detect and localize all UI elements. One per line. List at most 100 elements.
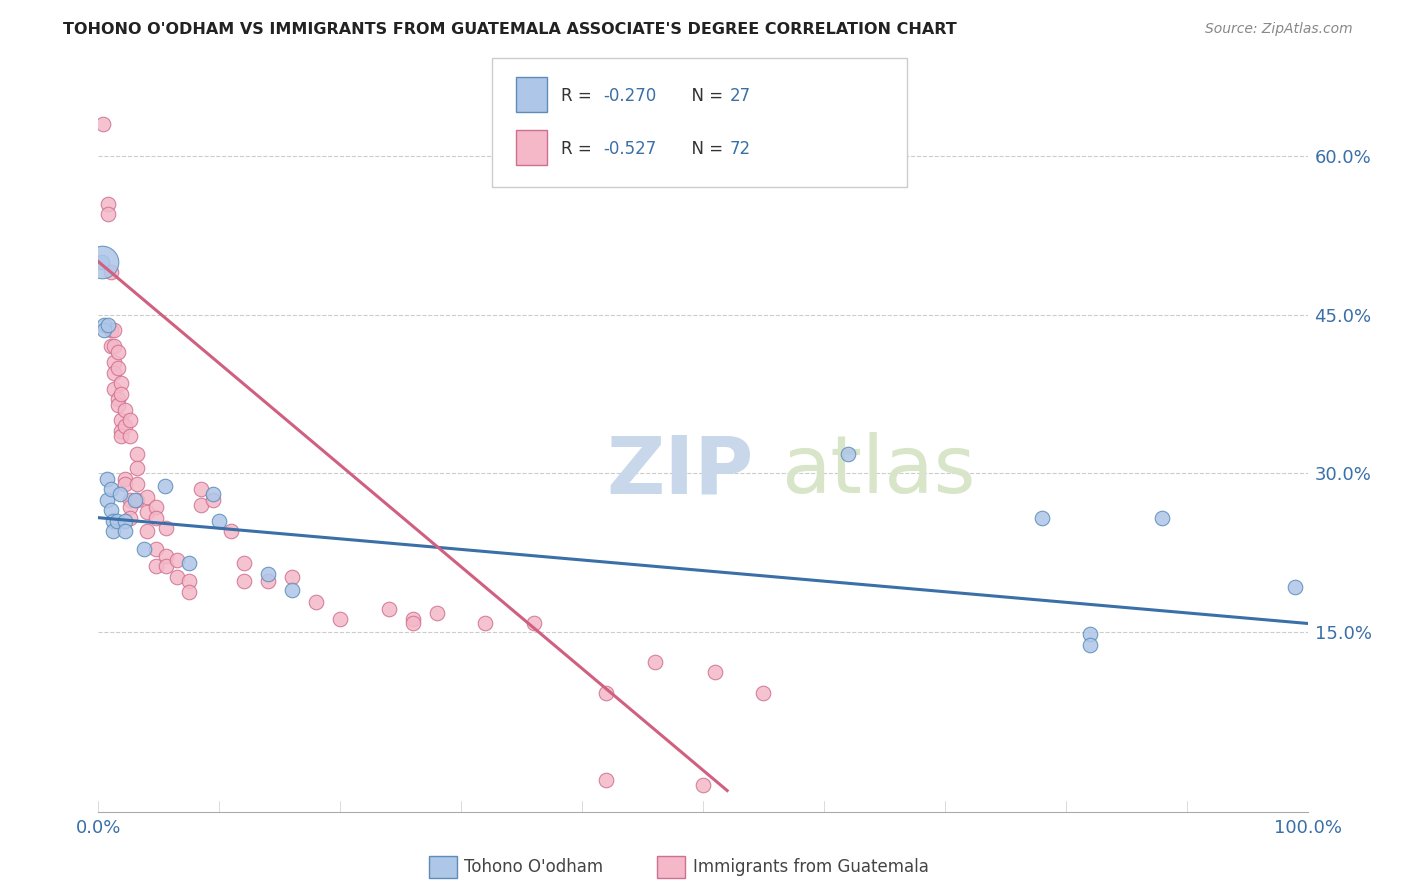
Point: [107, 344, 129, 359]
Point: [232, 574, 254, 589]
Point: [107, 360, 129, 375]
Point: [281, 582, 304, 597]
Point: [837, 447, 859, 461]
Text: 27: 27: [730, 87, 751, 105]
Point: [190, 498, 212, 512]
Point: [692, 778, 714, 792]
Point: [134, 542, 156, 557]
Point: [135, 505, 157, 519]
Point: [127, 492, 149, 507]
Text: 72: 72: [730, 140, 751, 158]
Point: [155, 559, 177, 574]
Point: [153, 479, 176, 493]
Text: -0.527: -0.527: [603, 140, 657, 158]
Point: [103, 355, 125, 369]
Point: [118, 500, 141, 515]
Point: [100, 265, 122, 279]
Point: [107, 392, 129, 407]
Point: [166, 553, 188, 567]
Text: Tohono O'odham: Tohono O'odham: [464, 858, 603, 876]
Point: [114, 472, 136, 486]
Point: [256, 574, 278, 589]
Text: N =: N =: [681, 140, 728, 158]
Point: [93, 318, 115, 333]
Point: [101, 524, 124, 539]
Point: [179, 584, 201, 599]
Point: [145, 500, 167, 515]
Point: [114, 514, 136, 528]
Point: [114, 524, 136, 539]
Point: [221, 524, 243, 539]
Point: [127, 447, 149, 461]
Point: [100, 482, 122, 496]
Point: [97, 196, 120, 211]
Point: [595, 772, 617, 787]
Point: [91, 254, 114, 268]
Point: [155, 521, 177, 535]
Point: [110, 387, 132, 401]
Point: [114, 402, 136, 417]
Point: [101, 514, 124, 528]
Point: [124, 492, 146, 507]
Text: Source: ZipAtlas.com: Source: ZipAtlas.com: [1205, 22, 1353, 37]
Point: [97, 318, 120, 333]
Point: [110, 413, 132, 427]
Point: [1078, 627, 1101, 641]
Point: [100, 339, 122, 353]
Point: [127, 476, 149, 491]
Point: [145, 510, 167, 524]
Point: [103, 324, 125, 338]
Point: [402, 616, 425, 631]
Point: [91, 117, 114, 131]
Point: [93, 324, 115, 338]
Point: [281, 570, 304, 584]
Point: [103, 366, 125, 380]
Point: [704, 665, 727, 679]
Point: [145, 542, 167, 557]
Point: [523, 616, 546, 631]
Point: [105, 514, 128, 528]
Point: [118, 413, 141, 427]
Point: [595, 686, 617, 700]
Text: -0.270: -0.270: [603, 87, 657, 105]
Point: [110, 429, 132, 443]
Point: [135, 490, 157, 504]
Point: [474, 616, 496, 631]
Point: [100, 503, 122, 517]
Point: [402, 612, 425, 626]
Point: [305, 595, 328, 609]
Text: N =: N =: [681, 87, 728, 105]
Text: R =: R =: [561, 140, 598, 158]
Point: [97, 207, 120, 221]
Point: [1031, 510, 1053, 524]
Point: [256, 566, 278, 581]
Point: [96, 472, 118, 486]
Point: [118, 492, 141, 507]
Point: [135, 524, 157, 539]
Point: [103, 382, 125, 396]
Point: [118, 429, 141, 443]
Point: [91, 254, 114, 268]
Text: TOHONO O'ODHAM VS IMMIGRANTS FROM GUATEMALA ASSOCIATE'S DEGREE CORRELATION CHART: TOHONO O'ODHAM VS IMMIGRANTS FROM GUATEM…: [63, 22, 957, 37]
Point: [1152, 510, 1174, 524]
Point: [100, 324, 122, 338]
Point: [426, 606, 449, 620]
Point: [179, 556, 201, 570]
Point: [202, 487, 225, 501]
Point: [108, 487, 131, 501]
Point: [166, 570, 188, 584]
Point: [155, 549, 177, 563]
Text: ZIP: ZIP: [606, 432, 754, 510]
Point: [114, 476, 136, 491]
Point: [127, 461, 149, 475]
Point: [103, 339, 125, 353]
Point: [96, 492, 118, 507]
Point: [329, 612, 352, 626]
Point: [114, 418, 136, 433]
Point: [110, 424, 132, 438]
Text: atlas: atlas: [782, 432, 976, 510]
Text: R =: R =: [561, 87, 598, 105]
Point: [752, 686, 775, 700]
Point: [202, 492, 225, 507]
Point: [118, 510, 141, 524]
